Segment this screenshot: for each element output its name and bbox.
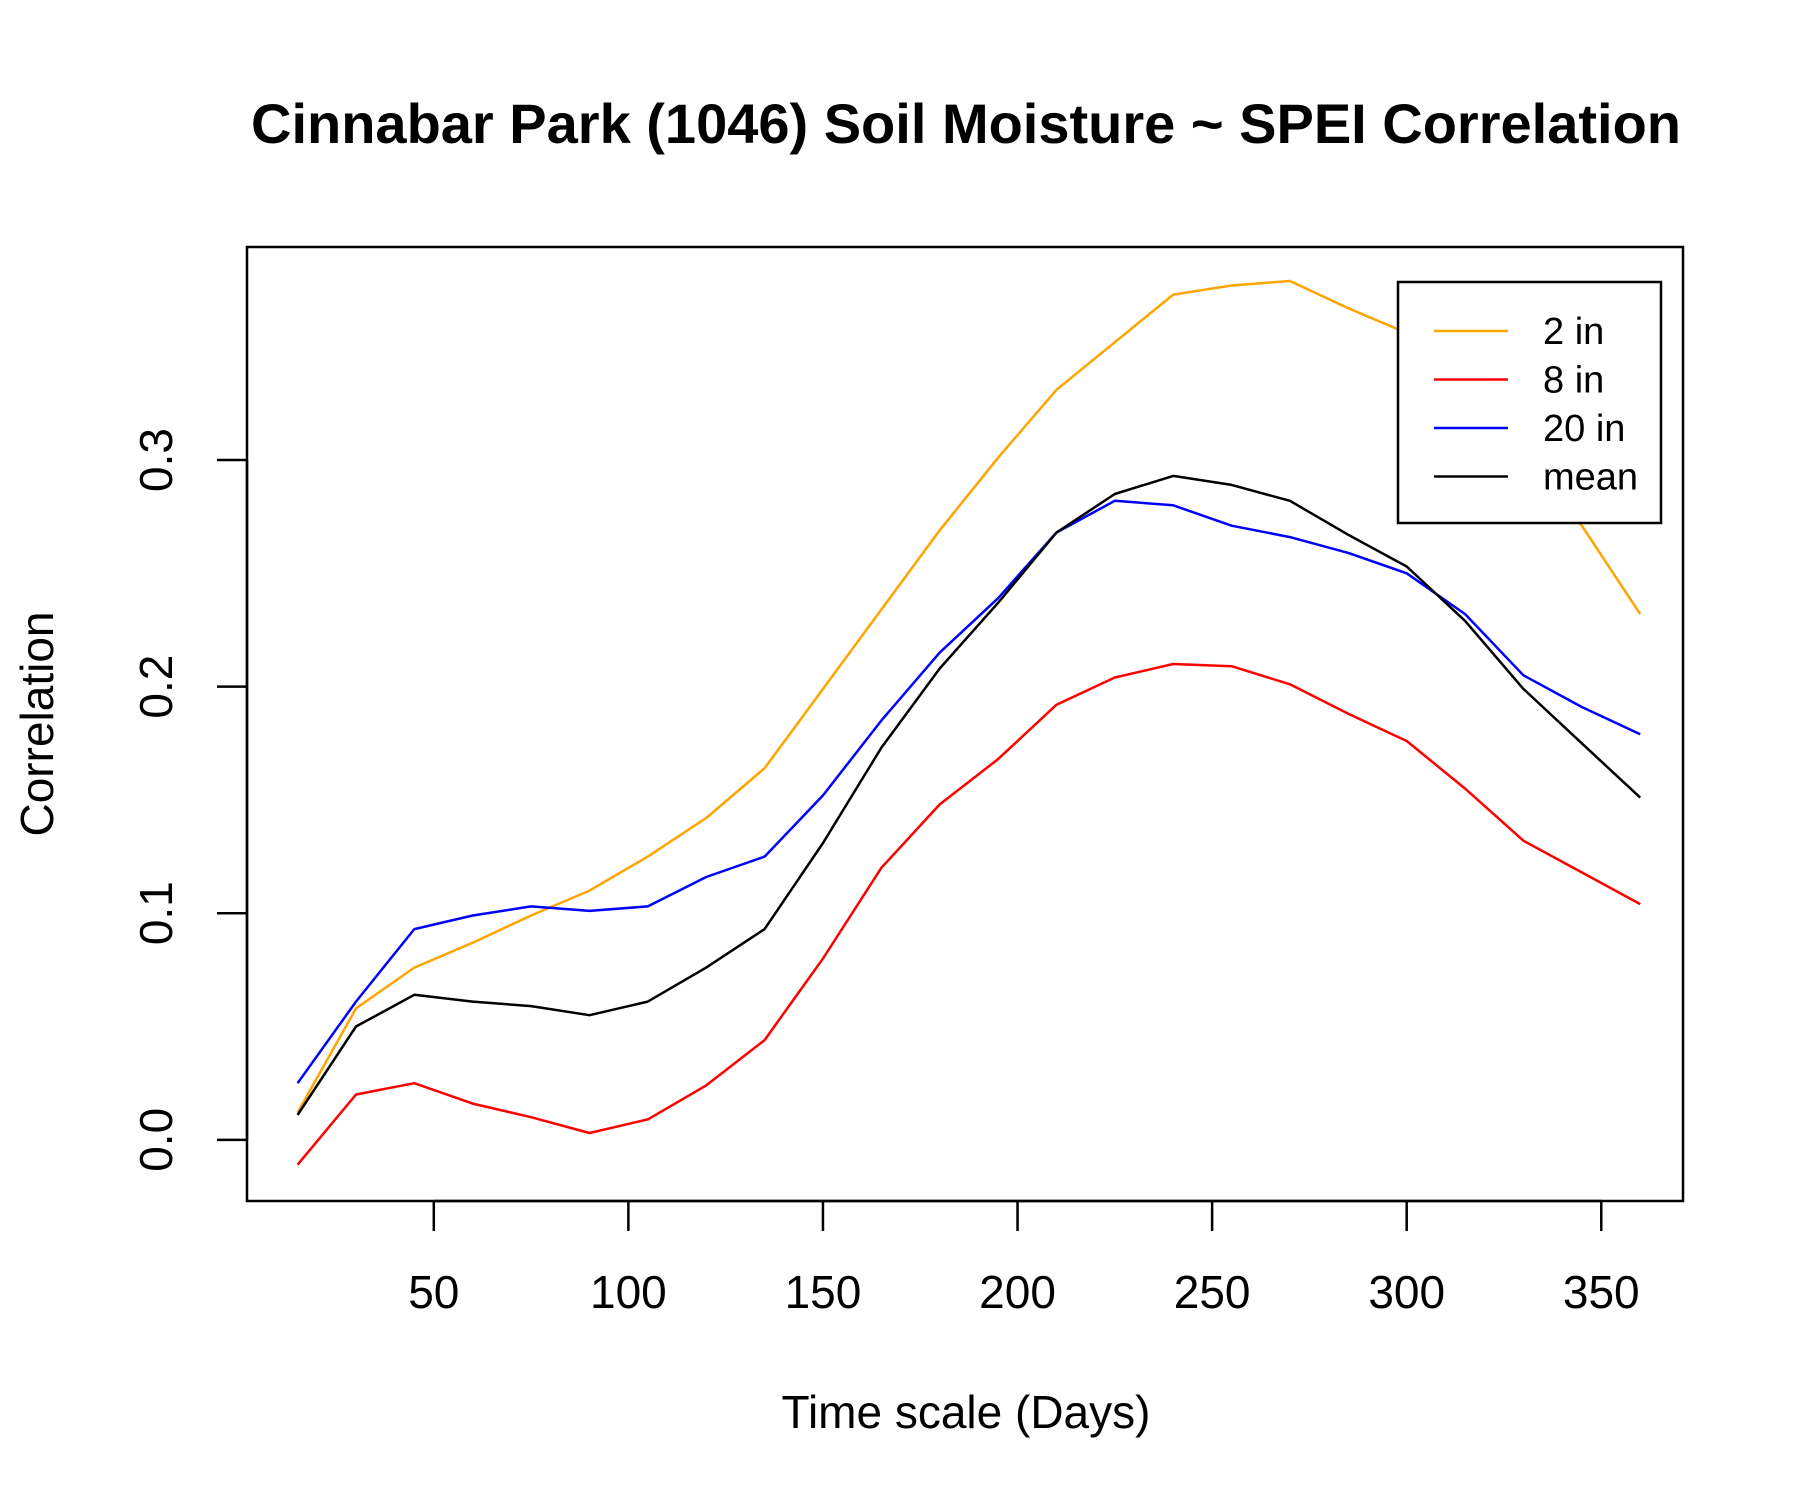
legend-label: 2 in xyxy=(1543,311,1604,353)
x-tick-label: 50 xyxy=(408,1266,459,1318)
legend-label: mean xyxy=(1543,457,1638,499)
x-tick-label: 200 xyxy=(979,1266,1056,1318)
legend: 2 in 8 in 20 in mean xyxy=(1396,280,1663,525)
y-axis-label: Correlation xyxy=(11,612,63,837)
x-tick-label: 250 xyxy=(1174,1266,1251,1318)
x-tick-label: 150 xyxy=(785,1266,862,1318)
x-tick-label: 100 xyxy=(590,1266,667,1318)
series-line-8-in xyxy=(296,662,1641,1166)
legend-box xyxy=(1396,280,1663,525)
series-line-mean xyxy=(296,474,1642,1116)
y-tick-label: 0.2 xyxy=(130,655,182,719)
x-axis: 50 100 150 200 250 300 350 xyxy=(408,1199,1640,1318)
x-tick-label: 300 xyxy=(1368,1266,1445,1318)
y-tick-label: 0.0 xyxy=(130,1108,182,1172)
x-tick-label: 350 xyxy=(1563,1266,1640,1318)
y-tick-label: 0.1 xyxy=(130,881,182,945)
y-tick-label: 0.3 xyxy=(130,428,182,492)
legend-label: 8 in xyxy=(1543,360,1604,402)
x-axis-label: Time scale (Days) xyxy=(782,1386,1151,1438)
series-layer xyxy=(296,279,1642,1166)
y-axis: 0.0 0.1 0.2 0.3 xyxy=(130,428,249,1172)
chart-title: Cinnabar Park (1046) Soil Moisture ~ SPE… xyxy=(251,92,1681,155)
series-line-20-in xyxy=(296,499,1641,1084)
legend-label: 20 in xyxy=(1543,408,1625,450)
